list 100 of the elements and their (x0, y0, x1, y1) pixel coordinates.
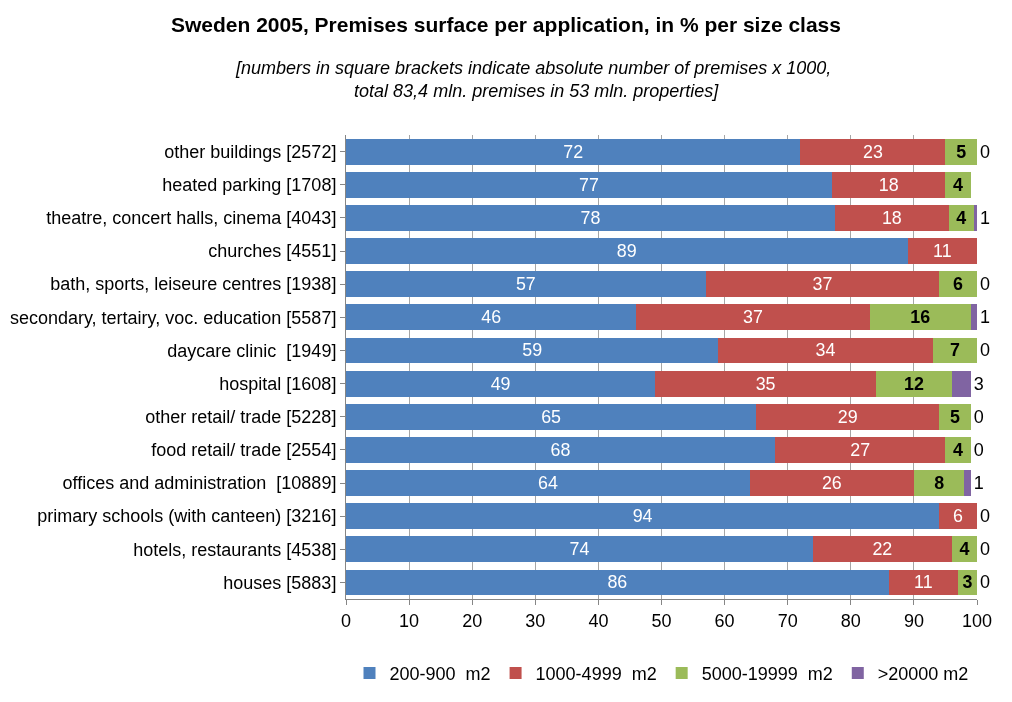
bar (756, 403, 940, 430)
bar (945, 436, 971, 463)
data-label: 5 (956, 141, 967, 162)
y-tick-label: heated parking [1708] (162, 175, 337, 196)
x-tick-label: 40 (588, 610, 609, 631)
data-label: 23 (862, 141, 883, 162)
bar (346, 370, 656, 397)
x-tick-label: 100 (961, 610, 993, 631)
bar (346, 569, 889, 596)
bar (718, 337, 933, 364)
data-label: 16 (910, 307, 931, 328)
data-label: 6 (953, 274, 964, 295)
bar (346, 536, 813, 563)
data-label: 18 (878, 174, 899, 195)
y-tick-label: houses [5883] (223, 572, 337, 593)
data-label: 29 (837, 406, 858, 427)
data-label: 4 (953, 174, 964, 195)
data-label: 86 (607, 572, 628, 593)
data-label: 37 (743, 307, 763, 328)
bar (913, 470, 965, 496)
data-label: 26 (821, 472, 842, 493)
legend-label: >20000 m2 (877, 663, 969, 684)
data-label: 0 (980, 340, 991, 361)
data-label: 4 (953, 439, 964, 460)
data-label: 1 (980, 207, 991, 228)
data-label: 77 (579, 174, 599, 195)
y-tick-label: secondary, tertairy, voc. education [5587] (9, 307, 337, 328)
bar (831, 171, 946, 198)
bar (655, 370, 877, 397)
legend-label: 5000-19999 m2 (701, 663, 833, 684)
x-tick-label: 20 (462, 610, 483, 631)
bar (939, 503, 977, 530)
bar (951, 370, 971, 397)
bar (945, 171, 971, 198)
data-label: 37 (812, 274, 833, 295)
data-label: 4 (956, 207, 967, 228)
bar (932, 337, 977, 364)
x-tick-label: 0 (340, 610, 352, 631)
data-label: 74 (569, 539, 590, 560)
data-label: 11 (914, 572, 933, 593)
data-label: 72 (563, 141, 584, 162)
y-tick-label: primary schools (with canteen) [3216] (37, 506, 337, 527)
y-tick-label: food retail/ trade [2554] (151, 440, 337, 461)
data-label: 65 (541, 406, 562, 427)
y-tick-label: offices and administration [10889] (62, 473, 337, 494)
data-label: 22 (872, 539, 893, 560)
bar (973, 204, 977, 231)
data-label: 3 (973, 373, 984, 394)
bar (346, 470, 750, 496)
bar (346, 304, 637, 331)
bar (346, 403, 757, 430)
data-label: 49 (490, 373, 511, 394)
data-label: 12 (903, 373, 924, 394)
data-label: 1 (980, 307, 991, 328)
data-label: 35 (755, 373, 776, 394)
data-label: 0 (973, 406, 984, 427)
bar (346, 337, 719, 364)
data-label: 0 (973, 439, 984, 460)
x-tick-label: 70 (777, 610, 798, 631)
x-tick-label: 10 (399, 610, 420, 631)
chart-title: Sweden 2005, Premises surface per application, in % per size class (171, 13, 841, 37)
data-label: 27 (850, 439, 871, 460)
data-label: 11 (933, 240, 952, 261)
bar (775, 436, 946, 463)
bar (346, 436, 776, 463)
y-tick-label: other buildings [2572] (164, 141, 337, 162)
bar (945, 138, 977, 165)
data-label: 34 (815, 340, 836, 361)
bar (888, 569, 959, 596)
bar (800, 138, 946, 165)
y-tick-label: theatre, concert halls, cinema [4043] (46, 208, 337, 229)
bar (812, 536, 952, 563)
x-tick-label: 80 (840, 610, 861, 631)
data-label: 0 (980, 274, 991, 295)
data-label: 59 (522, 340, 543, 361)
data-label: 57 (515, 274, 536, 295)
data-label: 0 (980, 572, 991, 593)
bar (749, 470, 914, 496)
data-label: 18 (881, 207, 902, 228)
legend-label: 1000-4999 m2 (535, 663, 657, 684)
bar (939, 271, 977, 298)
data-label: 0 (980, 506, 991, 527)
y-tick-label: daycare clinic [1949] (167, 340, 337, 361)
legend-label: 200-900 m2 (389, 663, 491, 684)
bar (346, 171, 832, 198)
bar (346, 138, 801, 165)
data-label: 1 (973, 473, 984, 493)
data-label: 0 (980, 141, 991, 162)
bar (964, 470, 971, 496)
bar (346, 204, 836, 231)
bar (346, 503, 940, 530)
data-label: 64 (537, 472, 558, 493)
chart-subtitle: [numbers in square brackets indicate absolute number of premises x 1000, total 83,4 mln. premises in 53 mln. properties] (235, 58, 837, 102)
data-label: 5 (949, 406, 960, 427)
x-tick-label: 90 (903, 610, 924, 631)
bar (346, 238, 908, 264)
x-tick-label: 50 (651, 610, 672, 631)
data-label: 3 (962, 572, 973, 593)
data-label: 8 (934, 472, 945, 493)
bar (835, 204, 949, 231)
